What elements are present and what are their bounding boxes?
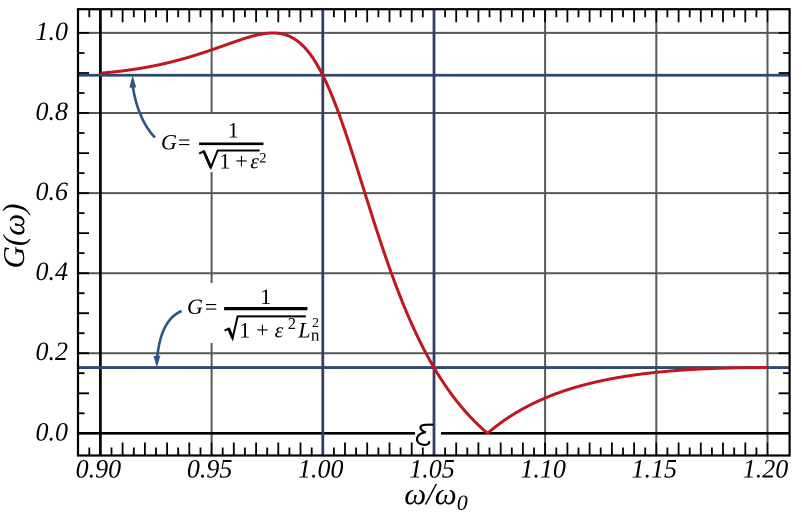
svg-text:0.90: 0.90 <box>76 455 122 484</box>
svg-text:1.10: 1.10 <box>520 455 566 484</box>
svg-text:0.95: 0.95 <box>187 455 233 484</box>
svg-text:1.15: 1.15 <box>632 455 678 484</box>
svg-text:0.0: 0.0 <box>36 417 69 446</box>
svg-text:1: 1 <box>228 118 239 143</box>
svg-text:=: = <box>178 130 190 155</box>
svg-text:2: 2 <box>312 316 319 331</box>
svg-text:G: G <box>161 130 177 155</box>
svg-text:2: 2 <box>288 314 296 333</box>
svg-text:L: L <box>297 318 310 343</box>
svg-text:1.20: 1.20 <box>743 455 789 484</box>
svg-text:ε: ε <box>250 148 259 173</box>
svg-text:1.0: 1.0 <box>36 17 69 46</box>
svg-text:+: + <box>256 318 268 343</box>
svg-text:0.4: 0.4 <box>36 257 69 286</box>
svg-text:2: 2 <box>259 150 266 166</box>
svg-text:+: + <box>235 148 247 173</box>
svg-text:=: = <box>205 294 217 319</box>
svg-text:1.00: 1.00 <box>298 455 344 484</box>
svg-text:n: n <box>311 325 320 344</box>
svg-text:0.2: 0.2 <box>36 337 69 366</box>
svg-text:0.6: 0.6 <box>36 177 69 206</box>
svg-text:0.8: 0.8 <box>36 97 69 126</box>
svg-text:1: 1 <box>219 148 230 173</box>
svg-text:G(ω): G(ω) <box>0 204 31 269</box>
svg-text:1: 1 <box>239 318 250 343</box>
svg-text:ε: ε <box>275 318 284 343</box>
svg-text:G: G <box>187 294 203 319</box>
svg-text:1.05: 1.05 <box>409 455 455 484</box>
svg-text:1: 1 <box>260 284 271 309</box>
